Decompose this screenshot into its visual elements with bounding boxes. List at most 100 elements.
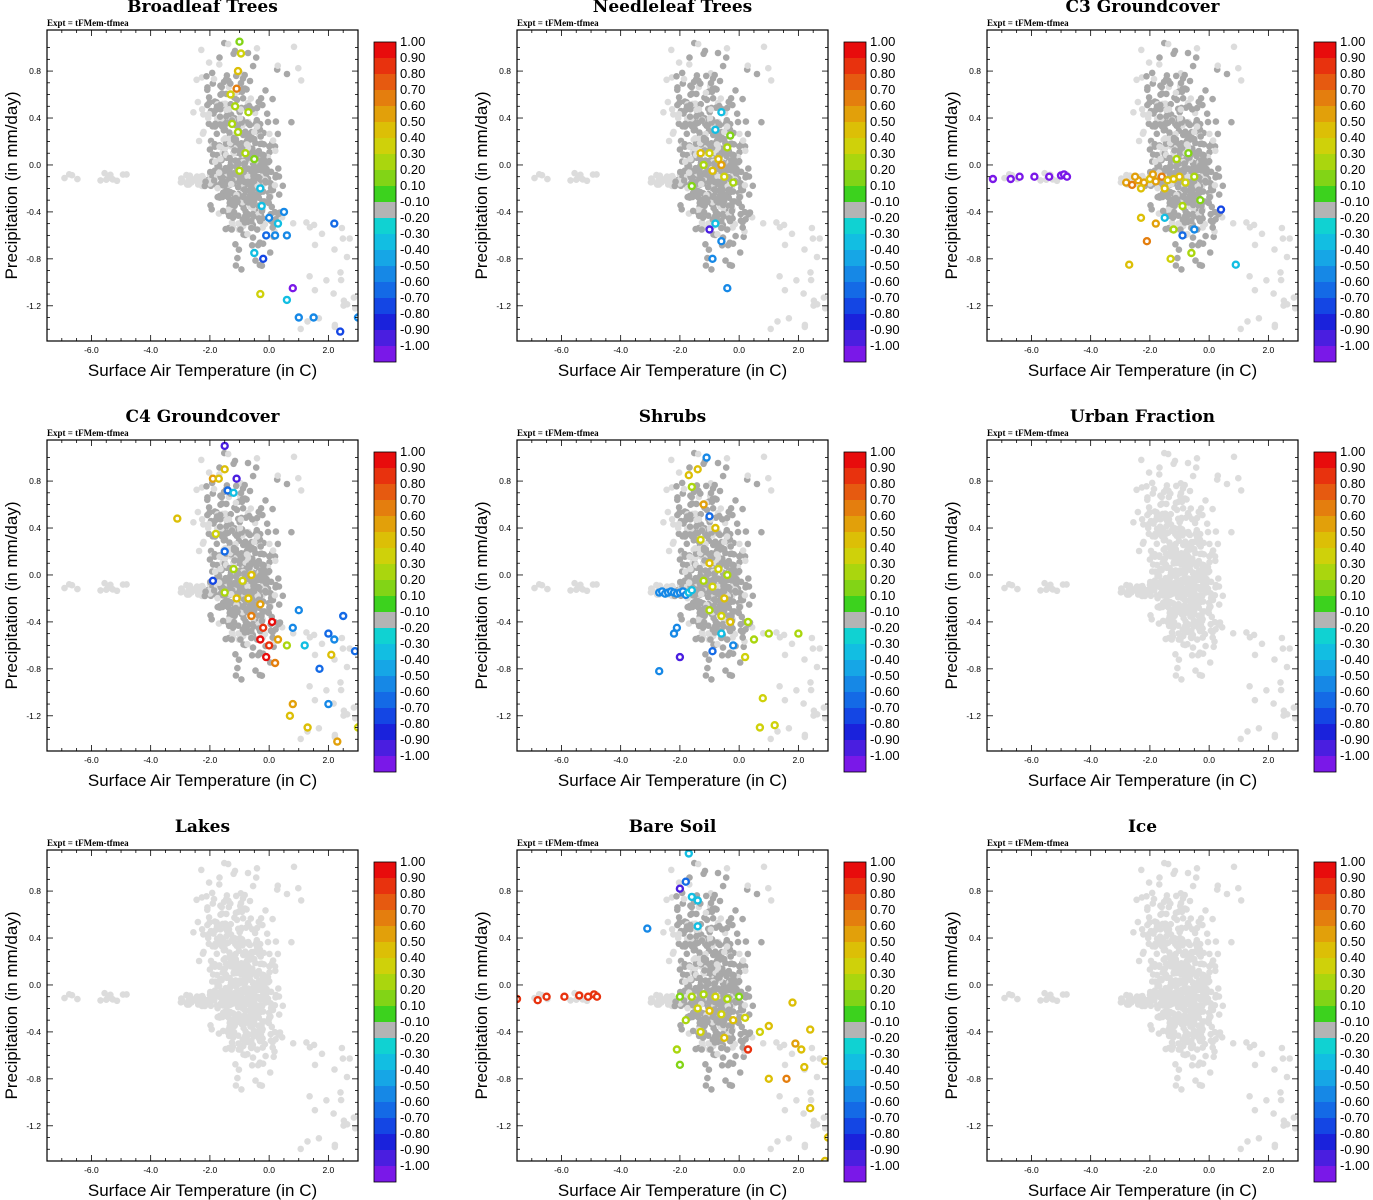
cloud-point [721, 538, 728, 546]
y-tick-label: -0.8 [966, 254, 981, 264]
cloud-point [1172, 651, 1179, 658]
cloud-point [338, 634, 346, 642]
cloud-point [1211, 182, 1219, 189]
cloud-point [232, 241, 239, 248]
data-point [1148, 170, 1158, 179]
colorbar-swatch [844, 186, 866, 202]
cloud-point [1197, 133, 1204, 140]
cloud-point [61, 584, 68, 592]
colorbar-label: 0.30 [1340, 146, 1365, 161]
cloud-point [263, 110, 271, 117]
cloud-point [230, 606, 238, 614]
cloud-point [218, 493, 225, 501]
cloud-point [246, 564, 253, 571]
cloud-point [713, 141, 721, 148]
cloud-point [234, 254, 241, 262]
cloud-point [1198, 617, 1206, 625]
cloud-point [1181, 71, 1188, 79]
colorbar-label: 0.30 [400, 146, 425, 161]
cloud-point [257, 571, 264, 579]
y-axis-label: Precipitation (in mm/day) [472, 91, 491, 279]
cloud-point [198, 456, 205, 464]
cloud-point [1215, 601, 1223, 608]
cloud-point [1175, 622, 1182, 629]
cloud-point [185, 591, 193, 598]
cloud-point [225, 616, 232, 624]
colorbar-swatch [374, 660, 396, 676]
x-tick-label: -4.0 [613, 755, 628, 765]
data-point [696, 148, 705, 158]
data-point [1181, 178, 1190, 187]
data-point [1127, 180, 1137, 190]
data-point [232, 474, 241, 483]
cloud-point [1197, 543, 1204, 550]
y-tick-label: -0.4 [966, 207, 981, 217]
cloud-point [275, 173, 283, 180]
cloud-point [1193, 116, 1201, 124]
data-point [288, 623, 298, 633]
data-point [1190, 172, 1199, 181]
data-point [244, 594, 253, 603]
cloud-point [177, 589, 185, 596]
cloud-point [253, 226, 261, 233]
cloud-point [1212, 118, 1220, 125]
cloud-point [1165, 106, 1173, 113]
x-tick-label: -4.0 [613, 345, 628, 355]
colorbar-swatch [844, 564, 866, 580]
cloud-point [700, 460, 707, 468]
cloud-point [1214, 540, 1222, 548]
cloud-point [74, 585, 81, 593]
cloud-point [68, 171, 76, 179]
cloud-point [742, 557, 749, 565]
cloud-point [1063, 581, 1070, 588]
data-point [250, 154, 259, 164]
cloud-point [295, 64, 302, 72]
cloud-point [809, 235, 817, 242]
x-tick-label: -4.0 [143, 755, 158, 765]
cloud-point [338, 224, 346, 232]
cloud-point [249, 644, 257, 651]
x-tick-label: -6.0 [84, 345, 99, 355]
cloud-point [193, 486, 200, 494]
cloud-point [742, 528, 750, 535]
colorbar-label: 0.10 [1340, 178, 1365, 193]
data-point [720, 594, 729, 603]
cloud-point [730, 156, 738, 163]
cloud-point [711, 495, 719, 502]
expt-label: Expt = tFMem-tfmea [47, 18, 129, 28]
data-point [699, 500, 708, 509]
cloud-point [201, 182, 209, 190]
data-point [1124, 260, 1134, 269]
cloud-point [710, 186, 718, 193]
y-tick-label: -0.8 [26, 254, 41, 264]
cloud-point [1210, 233, 1217, 241]
cloud-point [211, 143, 219, 150]
cloud-point [204, 86, 211, 94]
colorbar-label: 0.10 [870, 588, 895, 603]
cloud-point [686, 54, 693, 61]
cloud-point [211, 568, 219, 575]
cloud-point [679, 123, 686, 130]
cloud-point [350, 294, 358, 301]
x-tick-label: 0.0 [263, 755, 275, 765]
cloud-point [1143, 73, 1150, 80]
cloud-point [730, 566, 738, 573]
colorbar-swatch [844, 660, 866, 676]
y-axis-label: Precipitation (in mm/day) [2, 91, 21, 279]
y-tick-label: 0.0 [499, 160, 511, 170]
colorbar-swatch [1314, 234, 1336, 250]
cloud-point [1246, 634, 1254, 641]
cloud-point [200, 111, 207, 118]
cloud-point [213, 130, 221, 138]
cloud-point [194, 508, 202, 516]
cloud-point [1193, 636, 1201, 643]
cloud-point [800, 290, 807, 297]
cloud-point [237, 226, 244, 233]
colorbar-label: 0.50 [1340, 114, 1365, 129]
colorbar-swatch [844, 756, 866, 772]
cloud-point [1148, 69, 1156, 77]
cloud-point [673, 73, 680, 80]
cloud-point [1202, 87, 1209, 94]
plot-frame [516, 439, 829, 752]
cloud-point [205, 94, 213, 101]
